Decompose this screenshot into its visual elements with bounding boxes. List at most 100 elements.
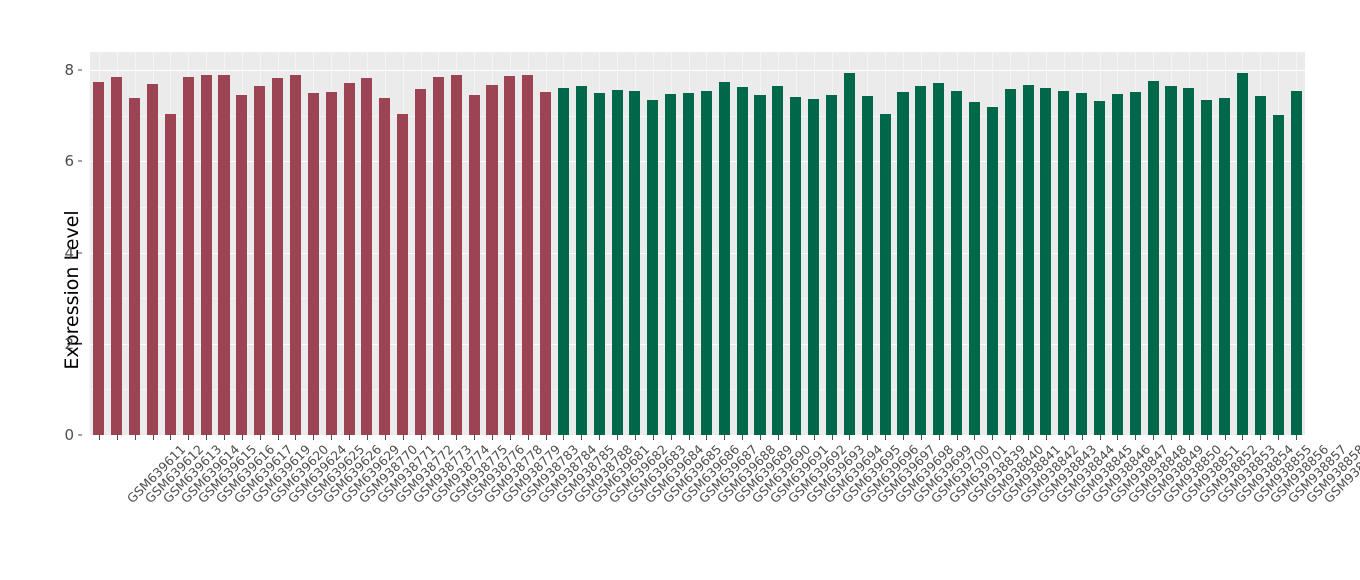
gridline-minor (90, 389, 1305, 391)
bar[interactable] (432, 77, 444, 435)
bar[interactable] (1076, 92, 1088, 435)
bar[interactable] (933, 83, 945, 435)
x-tick-mark (1170, 435, 1172, 440)
bar[interactable] (415, 89, 427, 435)
x-tick-mark (1063, 435, 1065, 440)
bar[interactable] (611, 89, 623, 435)
bar[interactable] (146, 83, 159, 435)
x-tick-mark (331, 435, 333, 440)
y-tick-mark (78, 434, 82, 436)
bar[interactable] (754, 94, 766, 435)
bar[interactable] (93, 82, 105, 435)
y-tick-label: 6 (64, 152, 74, 171)
bar[interactable] (575, 86, 587, 435)
bar[interactable] (1219, 98, 1231, 435)
x-tick-mark (170, 435, 172, 440)
bar[interactable] (1201, 99, 1213, 435)
x-tick-mark (545, 435, 547, 440)
x-tick-mark (1260, 435, 1262, 440)
x-tick-mark (599, 435, 601, 440)
bar[interactable] (236, 94, 248, 435)
bar[interactable] (718, 81, 730, 435)
bar[interactable] (397, 113, 409, 435)
x-tick-mark (706, 435, 708, 440)
bar[interactable] (1040, 87, 1052, 435)
bar[interactable] (200, 74, 212, 435)
bar[interactable] (1111, 93, 1123, 435)
bar[interactable] (361, 78, 373, 435)
bar[interactable] (861, 96, 873, 435)
bar[interactable] (557, 87, 570, 435)
gridline-minor (90, 115, 1305, 117)
bar[interactable] (450, 75, 462, 435)
y-tick-label: 8 (64, 61, 74, 80)
bar[interactable] (683, 93, 695, 435)
bar[interactable] (111, 77, 123, 435)
x-tick-mark (349, 435, 351, 440)
bar[interactable] (1183, 88, 1195, 435)
bar[interactable] (1147, 80, 1159, 435)
bar[interactable] (808, 98, 820, 435)
x-tick-mark (956, 435, 958, 440)
bar[interactable] (272, 78, 284, 435)
bar[interactable] (1129, 92, 1141, 435)
bar[interactable] (1165, 86, 1177, 435)
x-tick-mark (742, 435, 744, 440)
bar[interactable] (951, 90, 963, 435)
bar[interactable] (254, 85, 266, 435)
bar[interactable] (1058, 91, 1070, 435)
bar[interactable] (182, 77, 194, 435)
bar[interactable] (843, 72, 855, 435)
bar[interactable] (129, 98, 141, 435)
bar[interactable] (289, 74, 301, 435)
x-tick-mark (474, 435, 476, 440)
y-axis-ticks: 0 2 4 6 8 (48, 0, 82, 580)
bar[interactable] (700, 90, 712, 435)
x-tick-mark (974, 435, 976, 440)
bar[interactable] (1254, 95, 1266, 435)
bar[interactable] (540, 92, 552, 435)
bar[interactable] (593, 93, 605, 435)
bar[interactable] (468, 94, 480, 435)
bar[interactable] (325, 92, 337, 435)
bar[interactable] (379, 98, 391, 435)
y-tick-mark (78, 160, 82, 162)
x-tick-mark (188, 435, 190, 440)
bar[interactable] (736, 87, 748, 435)
x-tick-mark (384, 435, 386, 440)
bar[interactable] (1093, 100, 1106, 435)
bar[interactable] (897, 91, 909, 435)
bar[interactable] (825, 94, 838, 435)
bar[interactable] (647, 100, 659, 435)
x-tick-mark (313, 435, 315, 440)
bar[interactable] (164, 113, 176, 435)
bar[interactable] (915, 85, 927, 435)
x-tick-mark (206, 435, 208, 440)
bar[interactable] (665, 94, 677, 435)
bar[interactable] (1004, 89, 1016, 435)
bar[interactable] (1290, 90, 1302, 435)
bar[interactable] (1236, 72, 1248, 435)
bar[interactable] (772, 86, 784, 435)
x-tick-mark (634, 435, 636, 440)
bar[interactable] (343, 82, 355, 435)
bar[interactable] (486, 84, 498, 435)
x-tick-mark (1188, 435, 1190, 440)
bar[interactable] (1022, 85, 1034, 435)
x-tick-mark (116, 435, 118, 440)
y-tick-mark (78, 252, 82, 254)
bar[interactable] (522, 74, 534, 435)
bar[interactable] (968, 102, 980, 435)
bar[interactable] (1272, 114, 1284, 435)
x-tick-mark (1206, 435, 1208, 440)
bar[interactable] (218, 74, 230, 435)
bar[interactable] (986, 107, 998, 435)
bar[interactable] (307, 93, 319, 435)
bar[interactable] (629, 90, 641, 435)
bar[interactable] (790, 96, 802, 435)
bar[interactable] (504, 75, 516, 435)
gridline-minor (90, 207, 1305, 209)
gridline-major (90, 161, 1305, 163)
bar[interactable] (879, 114, 891, 435)
x-tick-mark (1117, 435, 1119, 440)
